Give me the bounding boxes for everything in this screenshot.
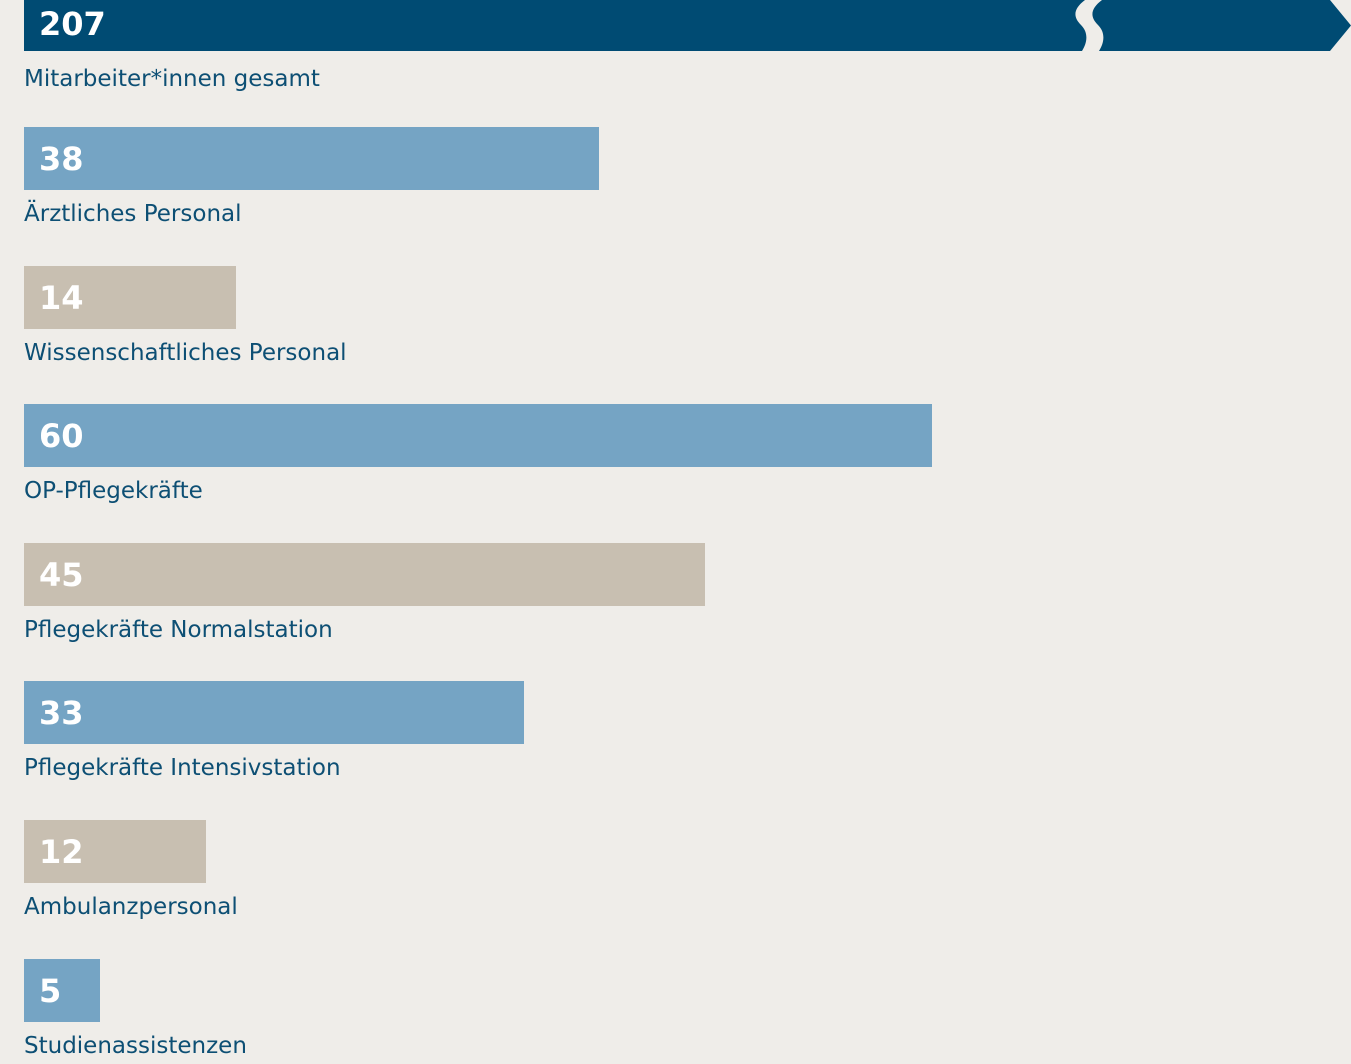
bar-pflegekraefte-normalstation-label: Pflegekräfte Normalstation	[24, 617, 333, 643]
bar-ambulanzpersonal: 12	[24, 820, 206, 883]
bar-studienassistenzen-value: 5	[39, 971, 62, 1010]
bar-op-pflegekraefte-label: OP-Pflegekräfte	[24, 478, 203, 504]
bar-total-staff: 207	[24, 0, 1351, 51]
bar-ambulanzpersonal-label: Ambulanzpersonal	[24, 894, 238, 920]
bar-wissenschaftliches-personal: 14	[24, 266, 236, 329]
bar-pflegekraefte-intensivstation: 33	[24, 681, 524, 744]
bar-wissenschaftliches-personal-label: Wissenschaftliches Personal	[24, 340, 347, 366]
bar-wissenschaftliches-personal-value: 14	[39, 278, 84, 317]
bar-total-staff-broken-shape	[24, 0, 1351, 51]
bar-aerztliches-personal-label: Ärztliches Personal	[24, 201, 242, 227]
bar-aerztliches-personal: 38	[24, 127, 599, 190]
bar-total-staff-label: Mitarbeiter*innen gesamt	[24, 66, 320, 92]
bar-pflegekraefte-normalstation: 45	[24, 543, 705, 606]
bar-ambulanzpersonal-value: 12	[39, 832, 84, 871]
bar-aerztliches-personal-value: 38	[39, 139, 84, 178]
bar-total-staff-shape	[24, 0, 1351, 51]
bar-pflegekraefte-intensivstation-value: 33	[39, 693, 84, 732]
bar-pflegekraefte-intensivstation-label: Pflegekräfte Intensivstation	[24, 755, 341, 781]
bar-total-staff-value: 207	[39, 5, 106, 43]
bar-studienassistenzen-label: Studienassistenzen	[24, 1033, 247, 1059]
bar-pflegekraefte-normalstation-value: 45	[39, 555, 84, 594]
bar-op-pflegekraefte: 60	[24, 404, 932, 467]
bar-studienassistenzen: 5	[24, 959, 100, 1022]
bar-op-pflegekraefte-value: 60	[39, 416, 84, 455]
